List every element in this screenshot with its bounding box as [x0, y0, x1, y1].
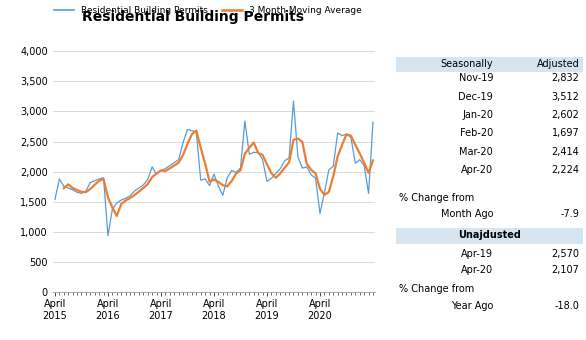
Legend: Residential Building Permits, 3 Month Moving Average: Residential Building Permits, 3 Month Mo…: [51, 2, 365, 19]
Text: Dec-19: Dec-19: [458, 92, 493, 102]
Text: 2,602: 2,602: [551, 110, 580, 120]
Text: Apr-20: Apr-20: [461, 265, 493, 275]
Text: % Change from: % Change from: [399, 284, 475, 294]
Text: Month Ago: Month Ago: [441, 209, 493, 219]
Text: Apr-19: Apr-19: [461, 249, 493, 259]
Text: Jan-20: Jan-20: [462, 110, 493, 120]
Text: Adjusted: Adjusted: [537, 59, 580, 69]
Text: 2,414: 2,414: [551, 147, 580, 157]
Text: -18.0: -18.0: [554, 301, 580, 311]
Text: 2,107: 2,107: [551, 265, 580, 275]
Text: % Change from: % Change from: [399, 193, 475, 203]
Text: Residential Building Permits: Residential Building Permits: [83, 10, 304, 24]
FancyBboxPatch shape: [396, 57, 583, 72]
Text: -7.9: -7.9: [560, 209, 580, 219]
Text: 3,512: 3,512: [551, 92, 580, 102]
Text: Nov-19: Nov-19: [459, 73, 493, 83]
Text: 2,832: 2,832: [551, 73, 580, 83]
Text: Unajdusted: Unajdusted: [458, 230, 521, 240]
Text: 1,697: 1,697: [551, 129, 580, 138]
Text: 2,570: 2,570: [551, 249, 580, 259]
FancyBboxPatch shape: [396, 228, 583, 244]
Text: Mar-20: Mar-20: [459, 147, 493, 157]
Text: 2,224: 2,224: [551, 165, 580, 175]
Text: Apr-20: Apr-20: [461, 165, 493, 175]
Text: Year Ago: Year Ago: [451, 301, 493, 311]
Text: Feb-20: Feb-20: [460, 129, 493, 138]
Text: Seasonally: Seasonally: [441, 59, 493, 69]
